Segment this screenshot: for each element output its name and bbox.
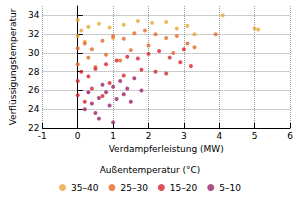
svg-text:4: 4 (216, 131, 222, 141)
svg-text:35–40: 35–40 (71, 183, 99, 193)
svg-text:5: 5 (252, 131, 258, 141)
svg-text:0: 0 (75, 131, 81, 141)
svg-text:3: 3 (181, 131, 187, 141)
svg-text:1: 1 (110, 131, 116, 141)
svg-text:25–30: 25–30 (120, 183, 148, 193)
svg-text:30: 30 (28, 48, 40, 58)
svg-text:Verdampferleistung (MW): Verdampferleistung (MW) (109, 144, 224, 154)
svg-text:32: 32 (28, 29, 39, 39)
svg-text:15–20: 15–20 (170, 183, 198, 193)
svg-text:2: 2 (146, 131, 152, 141)
svg-text:34: 34 (28, 10, 40, 20)
svg-text:26: 26 (28, 85, 40, 95)
svg-text:6: 6 (287, 131, 293, 141)
svg-text:24: 24 (28, 104, 40, 114)
svg-text:28: 28 (28, 67, 40, 77)
svg-text:-1: -1 (38, 131, 47, 141)
svg-text:5–10: 5–10 (219, 183, 241, 193)
svg-text:22: 22 (27, 123, 40, 133)
svg-text:Verflüssigungstemperatur: Verflüssigungstemperatur (8, 8, 18, 125)
svg-text:Außentemperatur (°C): Außentemperatur (°C) (100, 165, 201, 175)
